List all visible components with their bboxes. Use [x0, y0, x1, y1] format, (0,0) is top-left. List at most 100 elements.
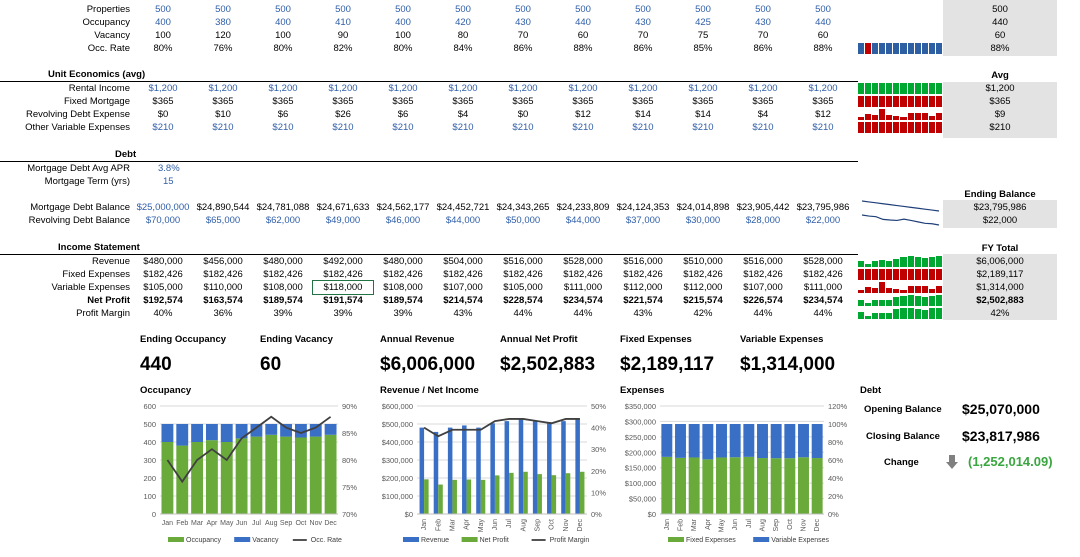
grid-cell[interactable]: 500 — [575, 4, 591, 15]
grid-cell[interactable]: $1,200 — [568, 83, 598, 94]
grid-cell[interactable]: 60 — [577, 30, 589, 41]
grid-cell[interactable]: 425 — [695, 17, 711, 28]
grid-cell[interactable]: $365 — [272, 96, 294, 107]
grid-cell[interactable]: $24,014,898 — [676, 202, 730, 213]
grid-cell[interactable]: $182,426 — [563, 269, 603, 280]
grid-cell[interactable]: $215,574 — [683, 295, 723, 306]
grid-cell[interactable]: $107,000 — [743, 282, 783, 293]
occupancy-chart[interactable]: 0 100 200 300 400 500 600 70% 75% 80% 85% 90% Jan Feb… — [130, 396, 360, 551]
grid-cell[interactable]: $1,200 — [268, 83, 298, 94]
grid-cell[interactable]: $456,000 — [203, 256, 243, 267]
grid-cell[interactable]: $1,200 — [148, 83, 178, 94]
grid-cell[interactable]: $24,562,177 — [376, 202, 430, 213]
grid-cell[interactable]: $221,574 — [623, 295, 663, 306]
grid-cell[interactable]: 430 — [635, 17, 651, 28]
grid-cell[interactable]: $28,000 — [745, 215, 781, 226]
grid-cell[interactable]: $214,574 — [443, 295, 483, 306]
grid-cell[interactable]: 44% — [753, 308, 773, 319]
grid-cell[interactable]: $182,426 — [263, 269, 303, 280]
grid-cell[interactable]: 500 — [515, 4, 531, 15]
grid-cell[interactable]: $210 — [212, 122, 234, 133]
grid-cell[interactable]: $23,795,986 — [796, 202, 850, 213]
grid-cell[interactable]: $108,000 — [263, 282, 303, 293]
grid-cell[interactable]: 500 — [635, 4, 651, 15]
grid-cell[interactable]: $365 — [392, 96, 414, 107]
grid-cell[interactable]: 42% — [693, 308, 713, 319]
grid-cell[interactable]: $105,000 — [503, 282, 543, 293]
grid-cell[interactable]: $528,000 — [563, 256, 603, 267]
grid-cell[interactable]: $182,426 — [623, 269, 663, 280]
grid-cell[interactable]: $516,000 — [503, 256, 543, 267]
grid-cell[interactable]: $14 — [635, 109, 651, 120]
grid-cell[interactable]: 39% — [273, 308, 293, 319]
grid-cell[interactable]: $12 — [575, 109, 591, 120]
grid-cell[interactable]: $516,000 — [623, 256, 663, 267]
grid-cell[interactable]: $182,426 — [803, 269, 843, 280]
grid-cell[interactable]: 440 — [815, 17, 831, 28]
grid-cell[interactable]: $234,574 — [563, 295, 603, 306]
grid-cell[interactable]: $182,426 — [683, 269, 723, 280]
grid-cell[interactable]: 500 — [155, 4, 171, 15]
grid-cell[interactable]: $105,000 — [143, 282, 183, 293]
grid-cell[interactable]: 44% — [513, 308, 533, 319]
grid-cell[interactable]: $0 — [517, 109, 529, 120]
grid-cell[interactable]: $516,000 — [743, 256, 783, 267]
grid-cell[interactable]: $365 — [152, 96, 174, 107]
grid-cell[interactable]: 420 — [455, 17, 471, 28]
grid-cell[interactable]: $182,426 — [323, 269, 363, 280]
grid-cell[interactable]: $528,000 — [803, 256, 843, 267]
grid-cell[interactable]: $182,426 — [443, 269, 483, 280]
grid-cell[interactable]: $62,000 — [265, 215, 301, 226]
grid-cell[interactable]: 100 — [275, 30, 291, 41]
grid-cell[interactable]: $24,890,544 — [196, 202, 250, 213]
grid-cell[interactable]: $365 — [332, 96, 354, 107]
grid-cell[interactable]: 88% — [813, 43, 833, 54]
grid-cell[interactable]: $480,000 — [143, 256, 183, 267]
summary-cell[interactable]: $2,502,883 — [976, 295, 1024, 306]
grid-cell[interactable]: 400 — [275, 17, 291, 28]
grid-cell[interactable]: $182,426 — [503, 269, 543, 280]
grid-cell[interactable]: $49,000 — [325, 215, 361, 226]
term-value[interactable]: 15 — [163, 176, 174, 187]
grid-cell[interactable]: 44% — [813, 308, 833, 319]
grid-cell[interactable]: 400 — [155, 17, 171, 28]
grid-cell[interactable]: 500 — [395, 4, 411, 15]
grid-cell[interactable]: 440 — [575, 17, 591, 28]
grid-cell[interactable]: 86% — [633, 43, 653, 54]
grid-cell[interactable]: 430 — [515, 17, 531, 28]
summary-cell[interactable]: 440 — [992, 17, 1008, 28]
grid-cell[interactable]: 60 — [817, 30, 829, 41]
grid-cell[interactable]: $182,426 — [743, 269, 783, 280]
grid-cell[interactable]: $0 — [157, 109, 169, 120]
grid-cell[interactable]: $365 — [212, 96, 234, 107]
grid-cell[interactable]: $14 — [695, 109, 711, 120]
grid-cell[interactable]: $234,574 — [803, 295, 843, 306]
summary-cell[interactable]: $9 — [994, 109, 1006, 120]
grid-cell[interactable]: 100 — [395, 30, 411, 41]
grid-cell[interactable]: $23,905,442 — [736, 202, 790, 213]
grid-cell[interactable]: $480,000 — [263, 256, 303, 267]
grid-cell[interactable]: $30,000 — [685, 215, 721, 226]
grid-cell[interactable]: 84% — [453, 43, 473, 54]
grid-cell[interactable]: $112,000 — [623, 282, 663, 293]
grid-cell[interactable]: 44% — [573, 308, 593, 319]
grid-cell[interactable]: $480,000 — [383, 256, 423, 267]
grid-cell[interactable]: $191,574 — [323, 295, 363, 306]
grid-cell[interactable]: 500 — [275, 4, 291, 15]
grid-cell[interactable]: $24,452,721 — [436, 202, 490, 213]
grid-cell[interactable]: 43% — [633, 308, 653, 319]
grid-cell[interactable]: $26 — [335, 109, 351, 120]
grid-cell[interactable]: 430 — [755, 17, 771, 28]
grid-cell[interactable]: 40% — [153, 308, 173, 319]
grid-cell[interactable]: $108,000 — [383, 282, 423, 293]
grid-cell[interactable]: $25,000,000 — [136, 202, 190, 213]
grid-cell[interactable]: $1,200 — [208, 83, 238, 94]
grid-cell[interactable]: 410 — [335, 17, 351, 28]
grid-cell[interactable]: 80 — [457, 30, 469, 41]
grid-cell[interactable]: 86% — [513, 43, 533, 54]
grid-cell[interactable]: 76% — [213, 43, 233, 54]
grid-cell[interactable]: $12 — [815, 109, 831, 120]
grid-cell[interactable]: $365 — [572, 96, 594, 107]
summary-cell[interactable]: $22,000 — [982, 215, 1018, 226]
grid-cell[interactable]: 100 — [155, 30, 171, 41]
